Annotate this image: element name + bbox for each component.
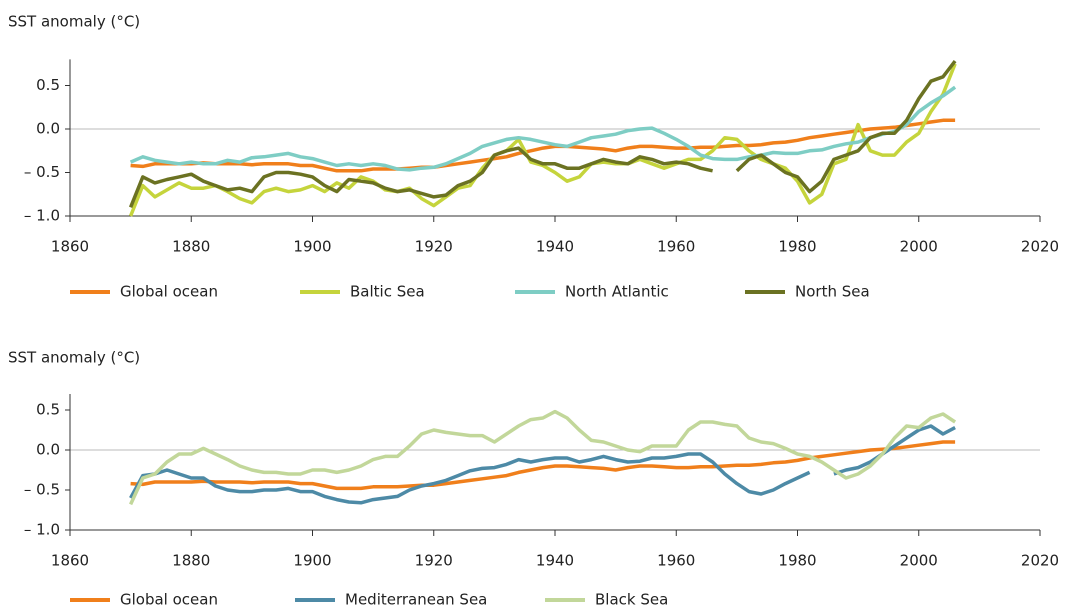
y-tick-label: 0.0 xyxy=(36,441,60,459)
legend-label: North Atlantic xyxy=(565,283,669,301)
series-line xyxy=(129,85,957,172)
x-tick-label: 1980 xyxy=(778,238,816,256)
x-tick-label: 1980 xyxy=(778,552,816,570)
legend-label: Global ocean xyxy=(120,591,218,608)
x-tick-label: 1880 xyxy=(172,238,210,256)
x-tick-label: 1940 xyxy=(536,552,574,570)
x-tick-label: 1940 xyxy=(536,238,574,256)
series-line xyxy=(128,63,957,217)
x-tick-label: 1860 xyxy=(51,552,89,570)
y-tick-label: – 0.5 xyxy=(24,163,60,181)
y-tick-label: 0.5 xyxy=(36,401,60,419)
x-tick-label: 2000 xyxy=(900,238,938,256)
x-tick-label: 2020 xyxy=(1021,552,1059,570)
y-tick-label: – 1.0 xyxy=(24,521,60,539)
legend-label: North Sea xyxy=(795,283,870,301)
y-tick-label: – 0.5 xyxy=(24,481,60,499)
x-tick-label: 1860 xyxy=(51,238,89,256)
series-line xyxy=(130,118,956,173)
x-tick-label: 2000 xyxy=(900,552,938,570)
legend-label: Mediterranean Sea xyxy=(345,591,487,608)
y-tick-label: – 1.0 xyxy=(24,207,60,225)
x-tick-label: 1920 xyxy=(415,552,453,570)
x-tick-label: 2020 xyxy=(1021,238,1059,256)
x-tick-label: 1960 xyxy=(657,552,695,570)
legend-label: Global ocean xyxy=(120,283,218,301)
x-tick-label: 1960 xyxy=(657,238,695,256)
series-line xyxy=(128,60,957,208)
x-tick-label: 1900 xyxy=(293,238,331,256)
y-axis-label: SST anomaly (°C) xyxy=(8,349,140,367)
x-tick-label: 1880 xyxy=(172,552,210,570)
y-tick-label: 0.0 xyxy=(36,120,60,138)
x-tick-label: 1920 xyxy=(415,238,453,256)
legend-label: Baltic Sea xyxy=(350,283,425,301)
series-line xyxy=(130,440,956,491)
series-line xyxy=(129,424,956,505)
x-tick-label: 1900 xyxy=(293,552,331,570)
series-line xyxy=(129,409,957,506)
legend-label: Black Sea xyxy=(595,591,668,608)
y-axis-label: SST anomaly (°C) xyxy=(8,13,140,31)
y-tick-label: 0.5 xyxy=(36,76,60,94)
